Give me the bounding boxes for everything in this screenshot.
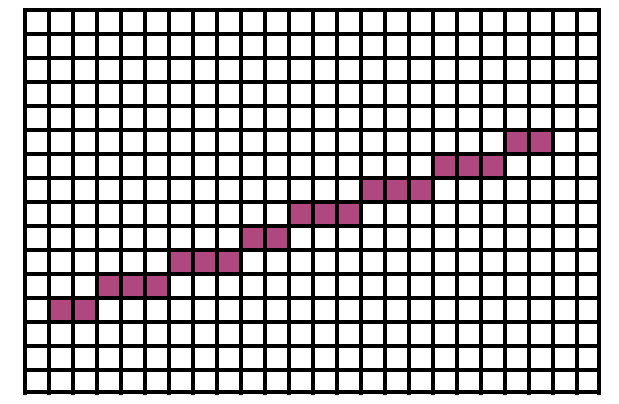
filled-cell (193, 250, 217, 274)
filled-cell (313, 202, 337, 226)
filled-cell (361, 178, 385, 202)
filled-cell (265, 226, 289, 250)
filled-cell (145, 274, 169, 298)
filled-cell (529, 130, 553, 154)
filled-cell (73, 298, 97, 322)
filled-cell (409, 178, 433, 202)
filled-cell (49, 298, 73, 322)
filled-cell (289, 202, 313, 226)
filled-cell (217, 250, 241, 274)
filled-cell (385, 178, 409, 202)
filled-cell (433, 154, 457, 178)
filled-cell (241, 226, 265, 250)
filled-cell (337, 202, 361, 226)
filled-cell (481, 154, 505, 178)
filled-cell (169, 250, 193, 274)
filled-cell (97, 274, 121, 298)
filled-cell (121, 274, 145, 298)
filled-cell (505, 130, 529, 154)
filled-cell (457, 154, 481, 178)
